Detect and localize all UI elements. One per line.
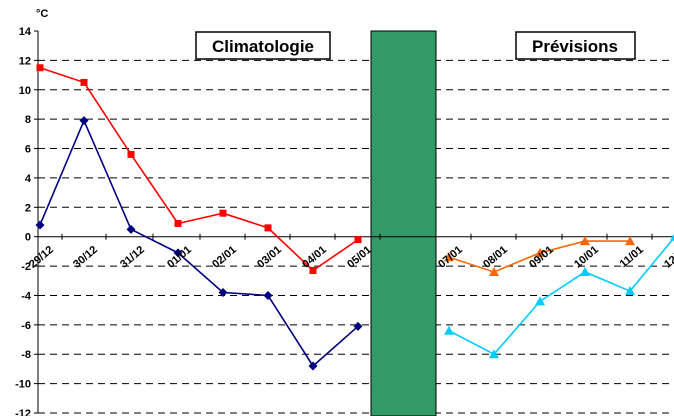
y-tick-label: 14 [19, 26, 32, 38]
series-1-0 [444, 236, 635, 276]
data-point [580, 236, 590, 246]
y-tick-label: 0 [25, 232, 31, 244]
data-point [308, 361, 318, 371]
x-tick-label: 30/12 [71, 244, 100, 271]
data-point [444, 325, 454, 335]
series-0-0 [36, 64, 362, 274]
data-point [535, 296, 545, 306]
data-point [264, 224, 272, 232]
data-point [309, 266, 317, 274]
series-1-1 [444, 233, 674, 359]
series-line [448, 236, 674, 356]
label-layer: 14 12 10 8 6 4 2 0 -2 -4 -6 -8 -10 -12 29/12 30/12 31/12… [15, 26, 674, 416]
x-tick-label: 10/01 [572, 244, 601, 271]
x-tick-label: 03/01 [255, 244, 284, 271]
data-point [174, 219, 182, 227]
y-tick-label: 10 [19, 85, 31, 97]
data-point [625, 236, 635, 246]
x-tick-label: 12/01 [662, 244, 674, 271]
data-point [535, 247, 545, 257]
previsions-box: Prévisions [515, 31, 636, 60]
x-tick-label: 05/01 [345, 244, 374, 271]
data-point [127, 150, 135, 158]
x-tick-label: 31/12 [118, 244, 147, 271]
data-point [36, 64, 44, 72]
data-point [670, 233, 674, 241]
data-point [580, 266, 590, 276]
y-tick-label: 6 [25, 144, 31, 156]
data-point [354, 236, 362, 244]
series-line [39, 118, 359, 368]
axes [34, 30, 674, 414]
y-tick-label: -12 [15, 408, 31, 416]
data-point [79, 116, 89, 126]
section-separator [370, 30, 437, 416]
climatologie-label: Climatologie [212, 37, 314, 56]
data-point [219, 209, 227, 217]
y-tick-label: 12 [19, 55, 31, 67]
x-tick-label: 04/01 [300, 244, 329, 271]
y-tick-label: -8 [21, 349, 31, 361]
y-tick-label: -2 [21, 261, 31, 273]
data-point [35, 220, 45, 230]
x-tick-label: 09/01 [527, 244, 556, 271]
x-tick-label: 02/01 [210, 244, 239, 271]
data-point [489, 266, 499, 276]
climatologie-box: Climatologie [195, 31, 331, 60]
y-tick-label: 8 [25, 114, 31, 126]
data-point [126, 224, 136, 234]
data-point [489, 349, 499, 359]
series-0-1 [35, 116, 363, 371]
y-tick-label: -6 [21, 320, 31, 332]
data-point [625, 286, 635, 296]
unit-label: °C [36, 8, 48, 20]
series-layer [35, 64, 674, 371]
y-tick-label: -10 [15, 379, 31, 391]
separator-band [370, 30, 437, 416]
previsions-label: Prévisions [532, 37, 618, 56]
x-tick-label: 29/12 [27, 244, 56, 271]
x-tick-label: 07/01 [436, 244, 465, 271]
y-tick-label: 2 [25, 202, 31, 214]
y-tick-label: -4 [21, 290, 32, 302]
data-point [353, 321, 363, 331]
data-point [218, 288, 228, 298]
data-point [444, 252, 454, 262]
data-point [263, 290, 273, 300]
y-tick-label: 4 [25, 173, 32, 185]
data-point [80, 78, 88, 86]
series-line [39, 66, 359, 272]
data-point [173, 248, 183, 258]
